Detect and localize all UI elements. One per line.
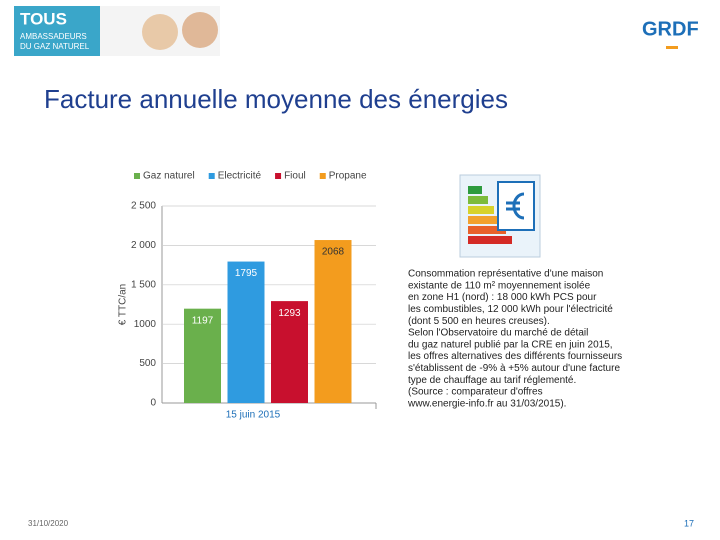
legend-label: Fioul bbox=[284, 171, 306, 182]
note-line: type de chauffage au tarif réglementé. bbox=[408, 375, 576, 386]
bar bbox=[314, 240, 352, 403]
y-tick-label: 1 500 bbox=[131, 279, 156, 290]
icon-bar bbox=[468, 226, 506, 234]
legend-swatch bbox=[319, 173, 326, 179]
y-tick-label: 1000 bbox=[134, 319, 157, 330]
bar bbox=[271, 301, 308, 403]
logo-bar bbox=[666, 46, 678, 49]
note-line: www.energie-info.fr au 31/03/2015). bbox=[407, 398, 566, 409]
badge-line: DU GAZ NATUREL bbox=[20, 42, 90, 51]
legend-label: Propane bbox=[329, 171, 367, 182]
legend-swatch bbox=[275, 173, 282, 179]
y-tick-label: 2 000 bbox=[131, 240, 156, 251]
badge-line: TOUS bbox=[20, 9, 67, 28]
note-line: Consommation représentative d'une maison bbox=[408, 269, 603, 280]
y-axis-label: € TTC/an bbox=[118, 284, 129, 326]
energy-icon bbox=[459, 174, 541, 258]
note-line: les combustibles, 12 000 kWh pour l'élec… bbox=[408, 304, 613, 315]
page-number: 17 bbox=[684, 518, 694, 528]
note-line: (dont 5 500 en heures creuses). bbox=[408, 316, 550, 327]
bar bbox=[227, 261, 265, 403]
legend-label: Gaz naturel bbox=[143, 171, 195, 182]
note-line: s'établissent de -9% à +5% autour d'une … bbox=[408, 363, 620, 374]
icon-bar bbox=[468, 206, 494, 214]
note-line: du gaz naturel publié par la CRE en juin… bbox=[408, 339, 613, 350]
y-tick-label: 0 bbox=[150, 398, 156, 409]
note-line: existante de 110 m² moyennement isolée bbox=[408, 280, 591, 291]
icon-bar bbox=[468, 216, 500, 224]
icon-card bbox=[497, 181, 535, 231]
badge-box bbox=[14, 6, 100, 56]
footer-date: 31/10/2020 bbox=[28, 519, 69, 528]
bar-value-label: 2068 bbox=[322, 247, 345, 258]
legend-label: Electricité bbox=[218, 171, 262, 182]
icon-bar bbox=[468, 236, 512, 244]
legend-swatch bbox=[134, 173, 140, 179]
photo-face bbox=[142, 14, 178, 50]
photo-face bbox=[182, 12, 218, 48]
y-tick-label: 2 500 bbox=[131, 201, 156, 212]
slide-title: Facture annuelle moyenne des énergies bbox=[44, 84, 508, 114]
bar-value-label: 1795 bbox=[235, 268, 258, 279]
icon-euro bbox=[506, 192, 525, 220]
note-line: les offres alternatives des différents f… bbox=[408, 351, 622, 362]
note-line: (Source : comparateur d'offres bbox=[408, 387, 543, 398]
icon-bar bbox=[468, 186, 482, 194]
note-line: Selon l'Observatoire du marché de détail bbox=[408, 328, 588, 339]
y-tick-label: 500 bbox=[139, 358, 156, 369]
note-line: en zone H1 (nord) : 18 000 kWh PCS pour bbox=[408, 292, 597, 303]
legend-swatch bbox=[208, 173, 215, 179]
icon-bar bbox=[468, 196, 488, 204]
bar-value-label: 1293 bbox=[278, 308, 301, 319]
bar bbox=[184, 308, 221, 403]
bar-value-label: 1197 bbox=[192, 315, 214, 326]
note: Consommation représentative d'une maison… bbox=[407, 269, 622, 410]
badge-line: AMBASSADEURS bbox=[20, 32, 87, 41]
logo: GRDF bbox=[642, 18, 699, 40]
x-tick-label: 15 juin 2015 bbox=[226, 410, 281, 421]
